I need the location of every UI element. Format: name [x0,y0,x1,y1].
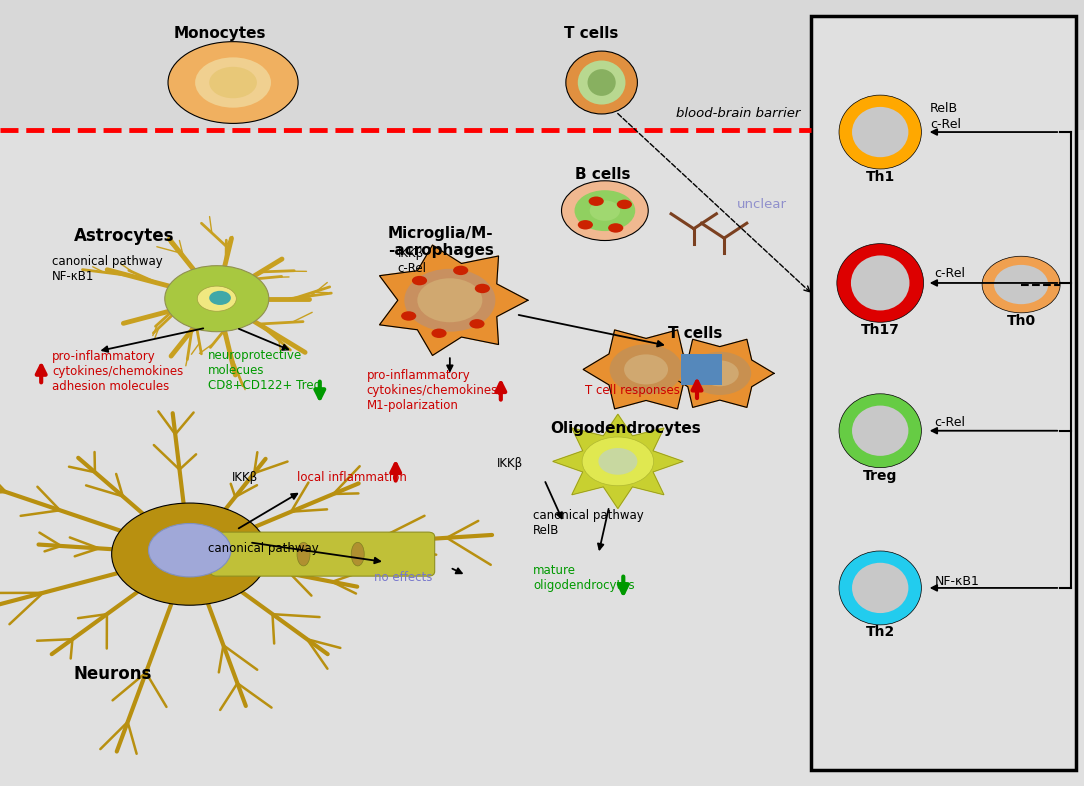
Text: mature
oligodendrocytes: mature oligodendrocytes [533,564,635,592]
Ellipse shape [431,329,447,338]
Ellipse shape [589,196,604,206]
Ellipse shape [453,266,468,275]
Ellipse shape [588,69,616,96]
Text: Th0: Th0 [1007,314,1035,328]
Ellipse shape [417,278,482,322]
Ellipse shape [837,244,924,322]
Text: pro-inflammatory
cytokines/chemokines,
M1-polarization: pro-inflammatory cytokines/chemokines, M… [366,369,502,412]
Ellipse shape [839,551,921,625]
Text: T cells: T cells [564,25,618,41]
Text: Th2: Th2 [866,625,894,639]
Ellipse shape [469,319,485,329]
Ellipse shape [688,351,751,395]
Ellipse shape [401,311,416,321]
Text: local inflammation: local inflammation [297,471,406,483]
Ellipse shape [700,360,739,386]
Ellipse shape [608,223,623,233]
Ellipse shape [112,503,268,605]
Ellipse shape [598,448,637,475]
Ellipse shape [624,354,668,384]
Text: blood-brain barrier: blood-brain barrier [675,107,800,120]
Text: IKKβ: IKKβ [496,457,522,470]
Text: IKKβ
c-Rel: IKKβ c-Rel [398,247,427,275]
Text: c-Rel: c-Rel [934,267,966,280]
Text: unclear: unclear [737,198,787,211]
Ellipse shape [839,95,921,169]
Ellipse shape [590,200,620,221]
Text: canonical pathway: canonical pathway [208,542,319,555]
Polygon shape [553,414,683,509]
Ellipse shape [994,265,1048,304]
FancyBboxPatch shape [681,354,722,385]
FancyBboxPatch shape [210,532,435,576]
Bar [811,16,1076,770]
Ellipse shape [578,220,593,230]
Ellipse shape [351,542,364,566]
Ellipse shape [412,276,427,285]
Polygon shape [666,340,774,407]
Ellipse shape [209,67,257,98]
Ellipse shape [149,523,231,577]
Ellipse shape [562,181,648,241]
Text: canonical pathway
NF-κB1: canonical pathway NF-κB1 [52,255,163,283]
Text: Th1: Th1 [866,170,894,184]
Text: Monocytes: Monocytes [173,25,266,41]
Text: T cells: T cells [668,325,722,341]
Ellipse shape [168,42,298,123]
Polygon shape [379,245,528,355]
Ellipse shape [851,255,909,310]
Text: Microglia/M-
-acrophages: Microglia/M- -acrophages [388,226,494,259]
Ellipse shape [209,291,231,305]
Text: Astrocytes: Astrocytes [74,227,175,244]
Ellipse shape [566,51,637,114]
Text: B cells: B cells [575,167,630,182]
Text: neuroprotective
molecues
CD8+CD122+ Treg: neuroprotective molecues CD8+CD122+ Treg [208,350,321,392]
Ellipse shape [852,563,908,613]
Text: Th17: Th17 [861,323,900,337]
Ellipse shape [839,394,921,468]
Text: NF-κB1: NF-κB1 [934,575,979,588]
Polygon shape [583,330,709,409]
Ellipse shape [475,284,490,293]
Text: pro-inflammatory
cytokines/chemokines
adhesion molecules: pro-inflammatory cytokines/chemokines ad… [52,351,183,393]
Ellipse shape [197,286,236,311]
Text: T cell responses: T cell responses [585,384,681,397]
Ellipse shape [165,266,269,332]
Text: IKKβ: IKKβ [232,471,258,483]
Text: c-Rel: c-Rel [934,417,966,429]
Ellipse shape [609,344,683,395]
Text: Oligodendrocytes: Oligodendrocytes [551,421,701,436]
Text: Neurons: Neurons [74,666,152,683]
Ellipse shape [982,256,1060,313]
Text: canonical pathway
RelB: canonical pathway RelB [533,509,644,537]
Ellipse shape [297,542,310,566]
Ellipse shape [575,190,635,231]
Ellipse shape [617,200,632,209]
Text: c-Rel: c-Rel [930,118,962,130]
Bar [0,0,1084,130]
Ellipse shape [404,269,495,332]
Text: Treg: Treg [863,468,898,483]
Ellipse shape [195,57,271,108]
Ellipse shape [578,61,625,105]
Ellipse shape [582,437,654,486]
Text: no effects: no effects [374,571,433,584]
Text: RelB: RelB [930,102,958,115]
Ellipse shape [852,107,908,157]
Ellipse shape [852,406,908,456]
